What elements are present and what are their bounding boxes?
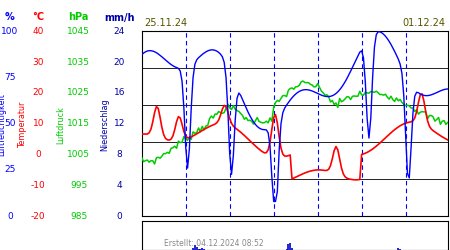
Text: 1045: 1045 — [68, 27, 90, 36]
Text: %: % — [5, 12, 15, 22]
Text: 30: 30 — [32, 58, 44, 67]
Text: hPa: hPa — [68, 12, 89, 22]
Text: 0: 0 — [36, 150, 41, 159]
Text: 0: 0 — [7, 212, 13, 221]
Text: 1025: 1025 — [68, 88, 90, 97]
Text: 995: 995 — [70, 181, 87, 190]
Text: -10: -10 — [31, 181, 45, 190]
Text: 24: 24 — [113, 27, 125, 36]
Text: Luftfeuchtigkeit: Luftfeuchtigkeit — [0, 94, 7, 156]
Text: 16: 16 — [113, 88, 125, 97]
Text: 20: 20 — [113, 58, 125, 67]
Text: 50: 50 — [4, 119, 16, 128]
Text: 100: 100 — [1, 27, 18, 36]
Text: 01.12.24: 01.12.24 — [402, 18, 446, 28]
Text: 25.11.24: 25.11.24 — [144, 18, 187, 28]
Text: Luftdruck: Luftdruck — [56, 106, 65, 144]
Text: 1015: 1015 — [67, 119, 90, 128]
Text: 985: 985 — [70, 212, 87, 221]
Text: 0: 0 — [117, 212, 122, 221]
Text: 1005: 1005 — [67, 150, 90, 159]
Text: 40: 40 — [32, 27, 44, 36]
Text: -20: -20 — [31, 212, 45, 221]
Text: Temperatur: Temperatur — [18, 102, 27, 148]
Text: mm/h: mm/h — [104, 12, 135, 22]
Text: 20: 20 — [32, 88, 44, 97]
Text: Niederschlag: Niederschlag — [100, 99, 109, 151]
Text: °C: °C — [32, 12, 44, 22]
Text: 8: 8 — [117, 150, 122, 159]
Text: Erstellt: 04.12.2024 08:52: Erstellt: 04.12.2024 08:52 — [164, 238, 264, 248]
Text: 4: 4 — [117, 181, 122, 190]
Text: 1035: 1035 — [67, 58, 90, 67]
Text: 75: 75 — [4, 73, 16, 82]
Text: 12: 12 — [113, 119, 125, 128]
Text: 25: 25 — [4, 166, 16, 174]
Text: 10: 10 — [32, 119, 44, 128]
